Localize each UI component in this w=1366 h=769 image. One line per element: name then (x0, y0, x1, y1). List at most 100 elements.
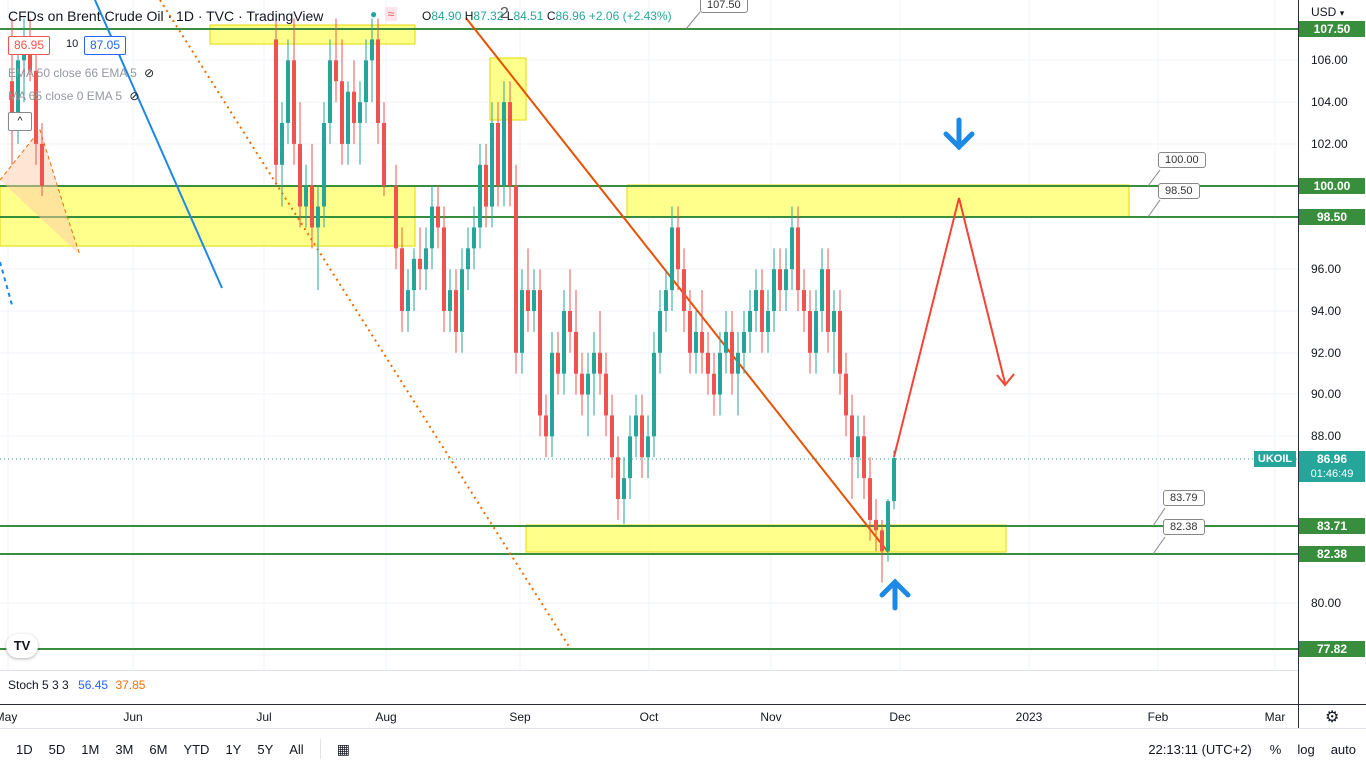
market-open-icon: ● (370, 7, 378, 21)
month-2023: 2023 (1015, 710, 1043, 724)
candle-body (862, 436, 866, 479)
candle-body (592, 352, 596, 374)
symbol-legend: CFDs on Brent Crude Oil · 1D · TVC · Tra… (8, 8, 323, 24)
callout-83[interactable]: 83.79 (1163, 490, 1205, 506)
callout-107[interactable]: 107.50 (700, 0, 748, 13)
candle-body (550, 352, 554, 437)
stochastic-pane[interactable]: Stoch 5 3 3 56.45 37.85 (0, 670, 1298, 705)
candle-body (664, 290, 668, 312)
candle-body (334, 60, 338, 82)
candle-body (820, 269, 824, 312)
range-1y[interactable]: 1Y (225, 741, 242, 757)
candle-body (706, 352, 710, 374)
price-chart[interactable]: CFDs on Brent Crude Oil · 1D · TVC · Tra… (0, 0, 1298, 670)
candle-body (484, 164, 488, 207)
candle-body (766, 311, 770, 332)
candle-body (16, 60, 20, 124)
candle-body (358, 102, 362, 124)
month-jun: Jun (123, 710, 143, 724)
stoch-k: 56.45 (78, 678, 109, 692)
range-3m[interactable]: 3M (115, 741, 134, 757)
candle-body (502, 102, 506, 186)
candle-body (568, 311, 572, 332)
candle-body (598, 352, 602, 374)
visibility-off-icon[interactable]: ⊘ (129, 89, 140, 103)
candle-body (382, 123, 386, 186)
range-1m[interactable]: 1M (81, 741, 100, 757)
time-axis[interactable]: May Jun Jul Aug Sep Oct Nov Dec 2023 Feb… (0, 704, 1298, 729)
candle-body (832, 311, 836, 332)
candle-body (364, 60, 368, 103)
candle-body (688, 311, 692, 353)
price-scale[interactable]: USD ▾ 106.00 104.00 102.00 96.00 94.00 9… (1298, 0, 1366, 704)
month-nov: Nov (760, 710, 782, 724)
clock[interactable]: 22:13:11 (UTC+2) (1148, 741, 1252, 757)
visibility-off-icon[interactable]: ⊘ (144, 66, 155, 80)
indicator-ema[interactable]: EMA 50 close 66 EMA 5 ⊘ (8, 66, 155, 80)
candle-body (586, 373, 590, 395)
candle-body (784, 269, 788, 291)
candle-body (508, 102, 512, 186)
range-5y[interactable]: 5Y (257, 741, 274, 757)
drawing-marker: 2 (500, 5, 509, 22)
tradingview-logo[interactable]: TV (6, 634, 38, 658)
support-resistance-zones (0, 24, 1130, 553)
gear-icon[interactable]: ⚙ (1325, 709, 1340, 726)
callout-98[interactable]: 98.50 (1158, 183, 1200, 199)
candle-body (640, 415, 644, 458)
auto-toggle[interactable]: auto (1330, 741, 1356, 757)
descending-trendline (465, 17, 889, 553)
candle-body (412, 258, 416, 291)
candle-body (844, 373, 848, 416)
currency-selector[interactable]: USD ▾ (1311, 5, 1345, 19)
candle-body (430, 206, 434, 249)
price-tag-107-50: 107.50 (1299, 21, 1365, 37)
candle-body (778, 269, 782, 291)
candle-body (448, 290, 452, 312)
candle-body (700, 331, 704, 353)
indicator-ma[interactable]: MA 65 close 0 EMA 5 ⊘ (8, 89, 140, 103)
candle-body (520, 290, 524, 353)
log-toggle[interactable]: log (1297, 741, 1315, 757)
candle-body (730, 331, 734, 374)
bid-price[interactable]: 86.95 (8, 36, 51, 55)
range-1d[interactable]: 1D (16, 741, 33, 757)
month-feb: Feb (1147, 710, 1169, 724)
candle-body (868, 478, 872, 520)
candle-body (544, 415, 548, 437)
ema-band (0, 128, 81, 256)
candle-body (616, 457, 620, 500)
candle-body (310, 185, 314, 228)
percent-toggle[interactable]: % (1269, 741, 1282, 757)
candle-body (646, 436, 650, 458)
candle-body (394, 185, 398, 249)
callout-100[interactable]: 100.00 (1158, 152, 1206, 168)
candle-body (610, 415, 614, 458)
candle-body (808, 311, 812, 353)
candle-body (298, 143, 302, 207)
candle-body (286, 60, 290, 124)
stoch-label[interactable]: Stoch 5 3 3 (8, 678, 69, 692)
candle-body (400, 248, 404, 312)
grid-lines (0, 0, 1298, 670)
candle-body (736, 352, 740, 374)
range-5d[interactable]: 5D (48, 741, 66, 757)
range-6m[interactable]: 6M (149, 741, 168, 757)
range-all[interactable]: All (289, 741, 304, 757)
candle-body (10, 81, 14, 124)
candle-body (628, 436, 632, 479)
range-ytd[interactable]: YTD (183, 741, 210, 757)
ask-price[interactable]: 87.05 (84, 36, 127, 55)
callout-82[interactable]: 82.38 (1163, 519, 1205, 535)
calendar-goto-icon[interactable]: ▦ (336, 740, 350, 757)
month-oct: Oct (639, 710, 659, 724)
symbol-title[interactable]: CFDs on Brent Crude Oil · 1D · TVC · Tra… (8, 8, 324, 24)
tick-102: 102.00 (1311, 137, 1348, 151)
chart-canvas[interactable] (0, 0, 1298, 670)
candle-body (292, 60, 296, 144)
tick-104: 104.00 (1311, 95, 1348, 109)
collapse-legend-button[interactable]: ^ (8, 112, 32, 131)
zone-resistance (626, 184, 1130, 218)
candle-body (874, 519, 878, 531)
chart-settings-button[interactable]: ⚙ (1298, 704, 1366, 729)
